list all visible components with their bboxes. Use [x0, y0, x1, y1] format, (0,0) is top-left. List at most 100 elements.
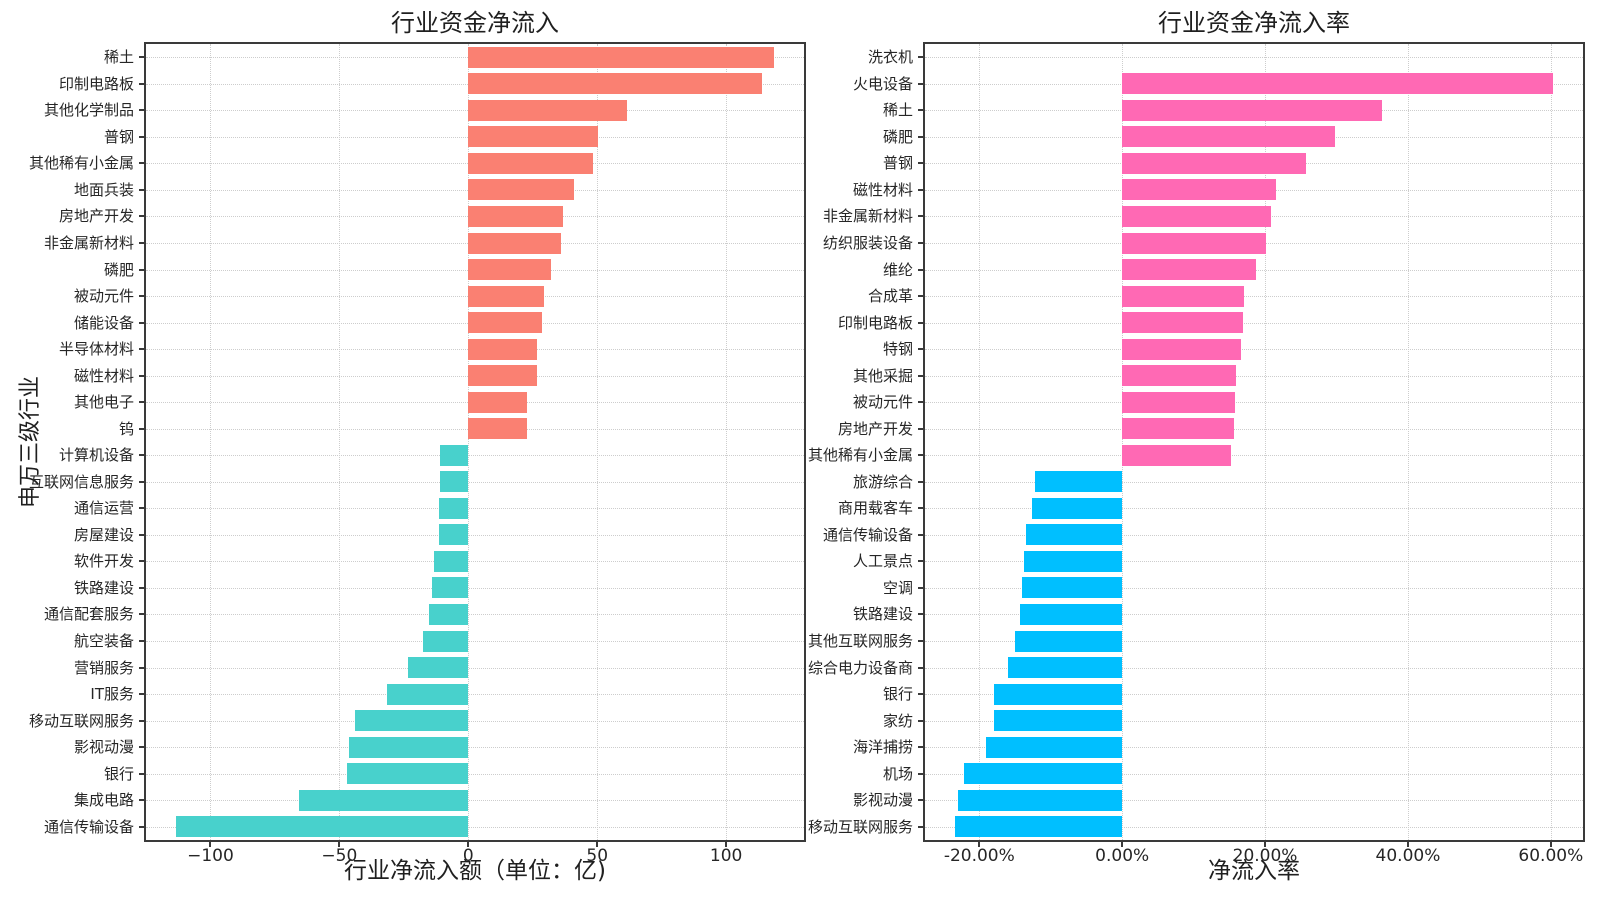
y-tick-label: 银行: [103, 764, 134, 783]
x-tick-mark: [978, 842, 981, 847]
bar: [349, 736, 469, 758]
y-tick-mark: [918, 825, 923, 828]
y-tick-label: 储能设备: [73, 313, 134, 332]
y-tick-mark: [139, 427, 144, 430]
y-tick-label: 移动互联网服务: [807, 817, 913, 836]
bar: [1023, 550, 1123, 572]
grid-line-horizontal: [146, 481, 804, 483]
y-tick-mark: [139, 82, 144, 85]
grid-line-horizontal: [925, 455, 1583, 457]
grid-line-horizontal: [925, 561, 1583, 563]
y-tick-mark: [918, 746, 923, 749]
grid-line-horizontal: [925, 349, 1583, 351]
y-tick-label: 被动元件: [852, 393, 913, 412]
bar: [468, 259, 552, 281]
y-tick-label: 其他化学制品: [43, 101, 134, 120]
y-tick-label: 火电设备: [852, 74, 913, 93]
bar: [468, 99, 628, 121]
grid-line-horizontal: [925, 694, 1583, 696]
y-tick-label: 铁路建设: [73, 578, 134, 597]
y-tick-mark: [918, 82, 923, 85]
y-tick-mark: [139, 109, 144, 112]
grid-line-horizontal: [925, 375, 1583, 377]
x-tick-label: -20.00%: [943, 846, 1015, 866]
x-axis-label-net-inflow-rate: 净流入率: [1208, 858, 1300, 884]
y-tick-label: 半导体材料: [58, 340, 134, 359]
y-tick-label: 通信传输设备: [822, 525, 913, 544]
grid-line-horizontal: [925, 614, 1583, 616]
y-tick-label: 磷肥: [882, 127, 913, 146]
y-tick-label: 普钢: [103, 127, 134, 146]
bar: [1122, 205, 1272, 227]
bar: [1122, 444, 1232, 466]
y-tick-label: 计算机设备: [58, 446, 134, 465]
bar: [1022, 577, 1123, 599]
grid-line-horizontal: [146, 455, 804, 457]
chart-title-net-inflow-rate: 行业资金净流入率: [1158, 9, 1350, 37]
grid-line-horizontal: [925, 296, 1583, 298]
y-tick-label: 软件开发: [73, 552, 134, 571]
y-tick-label: 稀土: [882, 101, 913, 120]
y-tick-mark: [918, 507, 923, 510]
y-tick-label: 其他稀有小金属: [28, 154, 134, 173]
bar: [1026, 524, 1123, 546]
bar: [1122, 338, 1241, 360]
y-tick-mark: [918, 693, 923, 696]
bar: [1020, 603, 1123, 625]
y-tick-label: 钨: [118, 419, 134, 438]
y-tick-label: 铁路建设: [852, 605, 913, 624]
grid-line-horizontal: [146, 826, 804, 828]
bar: [1035, 471, 1123, 493]
bar: [994, 683, 1123, 705]
grid-line-horizontal: [146, 614, 804, 616]
x-tick-mark: [1264, 842, 1267, 847]
bar: [468, 391, 528, 413]
bar: [438, 524, 469, 546]
x-tick-label: 100: [709, 846, 743, 866]
y-tick-label: 机场: [882, 764, 913, 783]
grid-line-horizontal: [925, 508, 1583, 510]
grid-line-horizontal: [925, 773, 1583, 775]
x-tick-mark: [1549, 842, 1552, 847]
y-tick-mark: [918, 242, 923, 244]
x-tick-mark: [209, 842, 212, 847]
bar: [985, 736, 1123, 758]
y-tick-label: 通信运营: [73, 499, 134, 518]
bar: [468, 179, 574, 201]
bar: [355, 710, 469, 732]
y-tick-mark: [918, 215, 923, 218]
bar: [468, 418, 528, 440]
bar: [1122, 99, 1382, 121]
y-tick-label: 地面兵装: [73, 180, 134, 199]
grid-line-vertical: [1550, 44, 1552, 840]
y-tick-label: 人工景点: [852, 552, 913, 571]
y-tick-label: 航空装备: [73, 632, 134, 650]
bar: [1122, 285, 1244, 307]
bar: [1122, 418, 1234, 440]
y-tick-label: 洗衣机: [867, 48, 913, 67]
y-tick-mark: [918, 799, 923, 802]
grid-line-horizontal: [146, 747, 804, 749]
y-tick-label: 通信配套服务: [43, 605, 134, 624]
bar: [439, 444, 469, 466]
x-tick-mark: [338, 842, 341, 847]
grid-line-vertical: [210, 44, 212, 840]
x-tick-label: 40.00%: [1375, 846, 1441, 866]
bar: [468, 365, 537, 387]
grid-line-horizontal: [925, 322, 1583, 324]
y-tick-label: 商用载客车: [837, 499, 913, 518]
bar: [1122, 179, 1277, 201]
grid-line-vertical: [597, 44, 599, 840]
y-tick-mark: [139, 480, 144, 483]
y-tick-mark: [139, 321, 144, 324]
y-tick-mark: [139, 586, 144, 589]
y-tick-label: 其他稀有小金属: [807, 446, 913, 465]
grid-line-vertical: [1407, 44, 1409, 840]
grid-line-vertical: [1265, 44, 1267, 840]
grid-line-vertical: [468, 44, 470, 840]
y-tick-label: 非金属新材料: [43, 234, 134, 252]
x-tick-mark: [1406, 842, 1409, 847]
bar: [468, 285, 544, 307]
